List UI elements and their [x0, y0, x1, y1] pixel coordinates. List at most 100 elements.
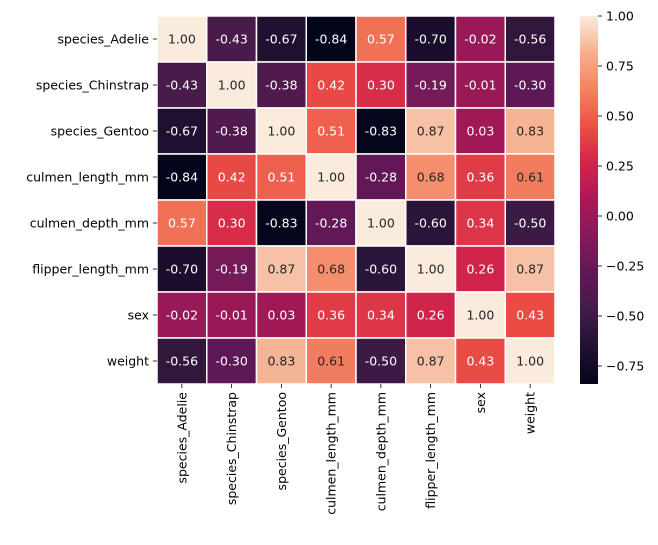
heatmap-cell-value: 0.87	[267, 262, 295, 277]
heatmap-cell	[355, 245, 407, 293]
y-tick-label: sex	[128, 308, 149, 323]
heatmap-cell	[355, 153, 407, 201]
heatmap-cell	[454, 245, 506, 293]
y-tick-label: weight	[107, 354, 149, 369]
heatmap-cell	[405, 107, 457, 155]
heatmap-cell	[454, 107, 506, 155]
colorbar-tick-label: −0.25	[606, 259, 644, 274]
heatmap-cell-value: -0.83	[365, 124, 397, 139]
heatmap-cell	[405, 291, 457, 339]
heatmap-cell-value: -0.70	[166, 262, 198, 277]
colorbar-tick-label: 0.75	[606, 59, 634, 74]
heatmap-cell-value: 0.30	[218, 216, 246, 231]
heatmap-cell-value: 0.87	[516, 262, 544, 277]
heatmap-cell-value: -0.67	[166, 124, 198, 139]
heatmap-cell	[355, 107, 407, 155]
colorbar-tick-label: 0.50	[606, 109, 634, 124]
heatmap-cell-value: -0.70	[414, 32, 446, 47]
heatmap-cell	[305, 107, 357, 155]
heatmap-cell-value: 0.42	[218, 170, 246, 185]
heatmap-cell	[454, 153, 506, 201]
heatmap-cell	[156, 291, 208, 339]
heatmap-cell	[206, 245, 258, 293]
heatmap-cell-value: 0.57	[367, 32, 395, 47]
heatmap-cell-value: 0.43	[516, 308, 544, 323]
heatmap-cell-value: -0.56	[514, 32, 546, 47]
heatmap-cell	[206, 291, 258, 339]
x-tick-label: species_Adelie	[174, 392, 189, 484]
heatmap-cell	[405, 61, 457, 109]
heatmap-cell-value: 1.00	[168, 32, 196, 47]
heatmap-cell-value: 0.83	[267, 354, 295, 369]
y-tick-label: culmen_length_mm	[26, 170, 149, 185]
heatmap-cell-value: 0.87	[417, 354, 445, 369]
heatmap-cell-value: 0.36	[466, 170, 494, 185]
heatmap-cell-value: 0.34	[367, 308, 395, 323]
y-tick-label: culmen_depth_mm	[30, 216, 149, 231]
heatmap-cell	[355, 199, 407, 247]
colorbar-tick-label: −0.50	[606, 309, 644, 324]
colorbar: 1.00 0.75 0.50 0.25 0.00 −0.25 −0.50 −0.75	[580, 9, 644, 384]
heatmap-cell-value: 0.03	[466, 124, 494, 139]
x-tick-label: species_Chinstrap	[224, 392, 239, 505]
heatmap-cell-value: 0.43	[466, 354, 494, 369]
heatmap-cell-value: -0.50	[514, 216, 546, 231]
heatmap-cell-value: -0.28	[315, 216, 347, 231]
heatmap-cell-value: -0.83	[265, 216, 297, 231]
heatmap-cell-value: -0.84	[166, 170, 198, 185]
heatmap-cell-value: 0.68	[417, 170, 445, 185]
y-tick-label: flipper_length_mm	[32, 262, 149, 277]
colorbar-tick-label: 0.00	[606, 209, 634, 224]
heatmap-cell-value: 1.00	[317, 170, 345, 185]
heatmap-cell-value: 1.00	[466, 308, 494, 323]
heatmap-cell-value: 0.30	[367, 78, 395, 93]
heatmap-cell	[504, 291, 556, 339]
heatmap-cell	[504, 337, 556, 385]
heatmap-cell-value: -0.67	[265, 32, 297, 47]
heatmap-cell	[206, 61, 258, 109]
x-tick-label: culmen_length_mm	[324, 392, 339, 515]
heatmap-cell	[405, 245, 457, 293]
heatmap-cell-value: 1.00	[267, 124, 295, 139]
heatmap-cell-value: 0.87	[417, 124, 445, 139]
heatmap-cell	[504, 15, 556, 63]
heatmap-cell	[305, 61, 357, 109]
heatmap-cell-value: -0.01	[215, 308, 247, 323]
x-tick-label: culmen_depth_mm	[373, 392, 388, 511]
heatmap-cell-value: -0.02	[166, 308, 198, 323]
heatmap-cell-value: 0.26	[417, 308, 445, 323]
heatmap-cell-value: 0.61	[516, 170, 544, 185]
heatmap-cell-value: 1.00	[367, 216, 395, 231]
heatmap-cell-value: 0.83	[516, 124, 544, 139]
heatmap-cell-value: 0.36	[317, 308, 345, 323]
y-tick-label: species_Chinstrap	[36, 78, 149, 93]
heatmap-cell-value: 0.68	[317, 262, 345, 277]
heatmap-cell-value: 0.61	[317, 354, 345, 369]
heatmap-cell-value: -0.43	[166, 78, 198, 93]
heatmap-cell-value: -0.43	[215, 32, 247, 47]
heatmap-cell-value: 0.51	[267, 170, 295, 185]
x-tick-label: weight	[523, 392, 538, 434]
heatmap-cells: 1.00 -0.43 -0.67 -0.84 0.57 -0.70 -0.02 -0.56 -0…	[156, 15, 556, 385]
heatmap-cell-value: -0.84	[315, 32, 347, 47]
colorbar-gradient	[580, 16, 598, 384]
heatmap-cell-value: 0.57	[168, 216, 196, 231]
x-tick-label: flipper_length_mm	[423, 392, 438, 509]
heatmap-cell	[355, 291, 407, 339]
heatmap-cell	[206, 15, 258, 63]
heatmap-cell-value: 0.03	[267, 308, 295, 323]
heatmap-cell-value: -0.19	[215, 262, 247, 277]
heatmap-cell-value: -0.50	[365, 354, 397, 369]
heatmap-cell-value: -0.38	[215, 124, 247, 139]
heatmap-cell	[355, 337, 407, 385]
heatmap-cell-value: -0.56	[166, 354, 198, 369]
heatmap-cell	[405, 15, 457, 63]
heatmap-cell-value: -0.28	[365, 170, 397, 185]
colorbar-tick-label: −0.75	[606, 359, 644, 374]
heatmap-cell-value: -0.02	[464, 32, 496, 47]
heatmap-cell-value: 0.34	[466, 216, 494, 231]
heatmap-cell	[255, 291, 307, 339]
y-tick-label: species_Gentoo	[51, 124, 149, 139]
y-tick-label: species_Adelie	[57, 32, 149, 47]
